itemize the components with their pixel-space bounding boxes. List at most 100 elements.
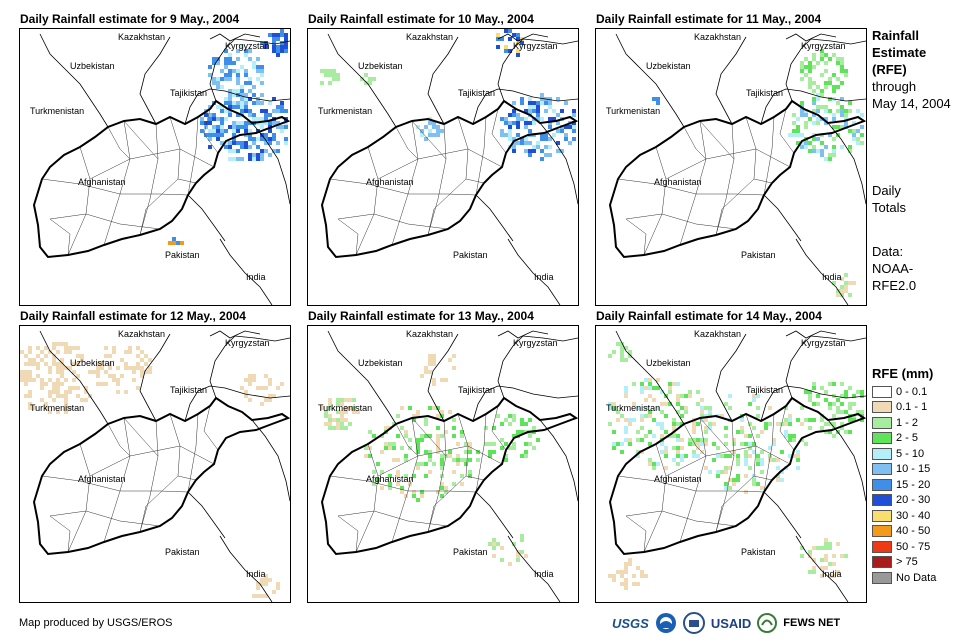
side-through: through: [872, 79, 917, 94]
legend-swatch: [872, 556, 892, 569]
country-border: [472, 88, 578, 125]
label-india: India: [246, 569, 266, 579]
noaa-logo-icon: [655, 613, 676, 633]
country-border: [472, 385, 578, 422]
legend-swatch: [872, 463, 892, 476]
map-panel-2: Kazakhstan Kyrgyzstan Uzbekistan Tajikistan…: [307, 28, 579, 306]
province-border: [103, 120, 131, 246]
province-border: [107, 126, 131, 160]
province-border: [715, 420, 735, 533]
panel-title-3: Daily Rainfall estimate for 11 May., 200…: [596, 12, 822, 26]
province-border: [625, 213, 737, 230]
fews-logo: FEWS NET: [783, 617, 841, 629]
side-title-1: Rainfall: [872, 28, 919, 43]
label-turkmenistan: Turkmenistan: [606, 403, 661, 413]
legend-label: 0 - 0.1: [896, 385, 928, 398]
map-panel-3: Kazakhstan Kyrgyzstan Uzbekistan Tajikistan…: [595, 28, 867, 306]
legend-swatch: [872, 416, 892, 429]
province-border: [753, 178, 773, 184]
fews-logo-icon: [757, 613, 778, 633]
side-data-1: Data:: [872, 244, 904, 259]
label-uzbekistan: Uzbekistan: [358, 358, 403, 368]
country-border: [715, 36, 747, 125]
province-border: [427, 420, 447, 533]
country-border: [827, 122, 866, 205]
country-border: [209, 335, 290, 399]
legend-item: 0 - 0.1: [872, 384, 936, 400]
rain-cells: [20, 342, 284, 598]
label-kazakhstan: Kazakhstan: [118, 32, 166, 42]
panel-title-6: Daily Rainfall estimate for 14 May., 200…: [596, 309, 822, 323]
afghanistan-outline: [32, 396, 290, 556]
province-border: [763, 413, 775, 493]
rain-cells: [168, 29, 288, 245]
country-border: [615, 33, 685, 128]
label-turkmenistan: Turkmenistan: [318, 403, 373, 413]
province-border: [329, 178, 477, 196]
province-border: [123, 120, 159, 160]
country-border: [539, 122, 578, 205]
province-border: [89, 148, 215, 180]
province-border: [49, 510, 161, 527]
label-kazakhstan: Kazakhstan: [694, 32, 742, 42]
legend-item: No Data: [872, 570, 936, 586]
side-data: Data: NOAA- RFE2.0: [872, 243, 916, 294]
province-border: [49, 213, 161, 230]
province-border: [679, 120, 707, 246]
country-border: [139, 333, 171, 422]
province-border: [377, 148, 503, 180]
country-border: [209, 38, 290, 102]
legend-label: 10 - 15: [896, 463, 931, 476]
side-daily-2: Totals: [872, 200, 906, 215]
province-border: [715, 178, 755, 236]
side-daily-1: Daily: [872, 183, 901, 198]
legend-label: No Data: [896, 571, 937, 584]
country-border: [251, 419, 290, 502]
province-border: [337, 218, 359, 256]
rainfall-map: [320, 29, 578, 305]
country-border: [795, 238, 849, 305]
legend-item: 10 - 15: [872, 462, 936, 478]
legend-swatch: [872, 478, 892, 491]
side-date: May 14, 2004: [872, 96, 951, 111]
legend-swatch: [872, 494, 892, 507]
province-border: [625, 515, 647, 553]
legend-item: 40 - 50: [872, 524, 936, 540]
label-uzbekistan: Uzbekistan: [358, 61, 403, 71]
province-border: [391, 417, 419, 543]
label-tajikistan: Tajikistan: [170, 88, 208, 98]
province-border: [643, 443, 667, 553]
country-border: [785, 330, 837, 339]
province-border: [475, 116, 487, 196]
label-turkmenistan: Turkmenistan: [606, 106, 661, 116]
province-border: [465, 475, 485, 481]
country-border: [39, 330, 109, 425]
province-border: [617, 475, 765, 493]
province-border: [337, 510, 449, 527]
province-border: [475, 413, 487, 493]
afghanistan-outline: [320, 396, 578, 556]
country-border: [497, 335, 578, 399]
country-border: [475, 194, 514, 242]
label-afghanistan: Afghanistan: [366, 177, 414, 187]
province-border: [329, 475, 477, 493]
country-border: [327, 330, 397, 425]
rain-cells: [320, 354, 540, 566]
legend-item: 2 - 5: [872, 431, 936, 447]
province-border: [779, 405, 795, 451]
province-border: [617, 178, 765, 196]
label-tajikistan: Tajikistan: [458, 88, 496, 98]
province-border: [411, 417, 447, 457]
usgs-logo: USGS: [612, 615, 649, 631]
province-border: [753, 475, 773, 481]
panel-title-2: Daily Rainfall estimate for 10 May., 200…: [308, 12, 534, 26]
legend-label: 0.1 - 1: [896, 401, 928, 414]
label-uzbekistan: Uzbekistan: [646, 61, 691, 71]
province-border: [683, 423, 707, 457]
side-data-2: NOAA-: [872, 261, 914, 276]
country-border: [827, 419, 866, 502]
province-border: [187, 413, 199, 493]
label-kyrgyzstan: Kyrgyzstan: [225, 338, 270, 348]
province-border: [139, 475, 179, 533]
province-border: [139, 178, 179, 236]
